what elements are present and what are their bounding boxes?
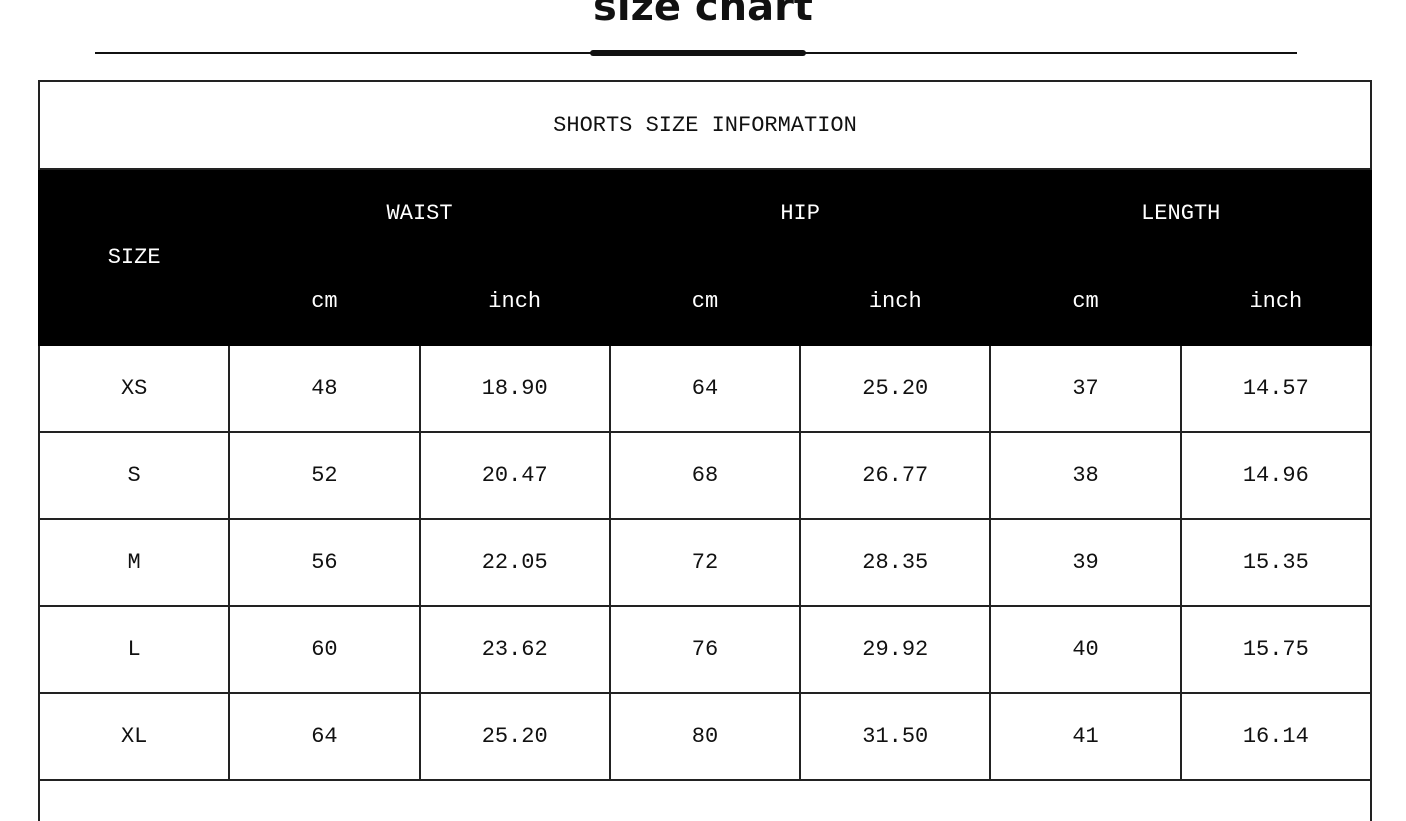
size-cell: XS: [37, 344, 231, 433]
table-cell: 18.90: [418, 344, 611, 433]
size-cell: XL: [37, 692, 231, 781]
table-cell: 31.50: [799, 692, 992, 781]
table-cell: 64: [228, 692, 421, 781]
table-cell: 20.47: [418, 431, 611, 520]
table-cell: 48: [228, 344, 421, 433]
table-cell: 15.75: [1179, 605, 1373, 694]
table-cell: 38: [989, 431, 1182, 520]
table-cell: 28.35: [799, 518, 992, 607]
table-cell: [38, 779, 1372, 821]
table-cell: 37: [989, 344, 1182, 433]
group-header-waist: WAIST: [228, 168, 611, 258]
table-row: M 56 22.05 72 28.35 39 15.35: [37, 518, 1373, 607]
table-row: XL 64 25.20 80 31.50 41 16.14: [37, 692, 1373, 781]
unit-header: inch: [799, 256, 992, 346]
size-table: SHORTS SIZE INFORMATION SIZE WAIST HIP L…: [37, 80, 1373, 821]
table-row-empty: [38, 779, 1372, 821]
table-cell: 52: [228, 431, 421, 520]
group-header-length: LENGTH: [989, 168, 1372, 258]
table-cell: 41: [989, 692, 1182, 781]
unit-header: cm: [989, 256, 1182, 346]
table-cell: 26.77: [799, 431, 992, 520]
table-row: S 52 20.47 68 26.77 38 14.96: [37, 431, 1373, 520]
table-row: XS 48 18.90 64 25.20 37 14.57: [37, 344, 1373, 433]
table-caption: SHORTS SIZE INFORMATION: [38, 80, 1372, 170]
table-cell: 68: [608, 431, 802, 520]
table-cell: 72: [608, 518, 802, 607]
size-cell: S: [37, 431, 231, 520]
table-cell: 25.20: [418, 692, 611, 781]
table-cell: 16.14: [1179, 692, 1373, 781]
table-cell: 14.57: [1179, 344, 1373, 433]
unit-header: inch: [1179, 256, 1373, 346]
title-underline-accent: [590, 50, 806, 56]
size-cell: M: [37, 518, 231, 607]
size-cell: L: [37, 605, 231, 694]
table-cell: 76: [608, 605, 802, 694]
size-header: SIZE: [37, 168, 231, 346]
table-cell: 22.05: [418, 518, 611, 607]
group-header-hip: HIP: [608, 168, 992, 258]
table-cell: 40: [989, 605, 1182, 694]
table-cell: 23.62: [418, 605, 611, 694]
unit-header: inch: [418, 256, 611, 346]
unit-header: cm: [608, 256, 802, 346]
table-cell: 60: [228, 605, 421, 694]
table-cell: 15.35: [1179, 518, 1373, 607]
table-cell: 39: [989, 518, 1182, 607]
table-cell: 25.20: [799, 344, 992, 433]
table-row: L 60 23.62 76 29.92 40 15.75: [37, 605, 1373, 694]
table-cell: 64: [608, 344, 802, 433]
page-title: size chart: [593, 0, 813, 30]
table-cell: 56: [228, 518, 421, 607]
table-cell: 14.96: [1179, 431, 1373, 520]
table-cell: 29.92: [799, 605, 992, 694]
unit-header: cm: [228, 256, 421, 346]
table-cell: 80: [608, 692, 802, 781]
